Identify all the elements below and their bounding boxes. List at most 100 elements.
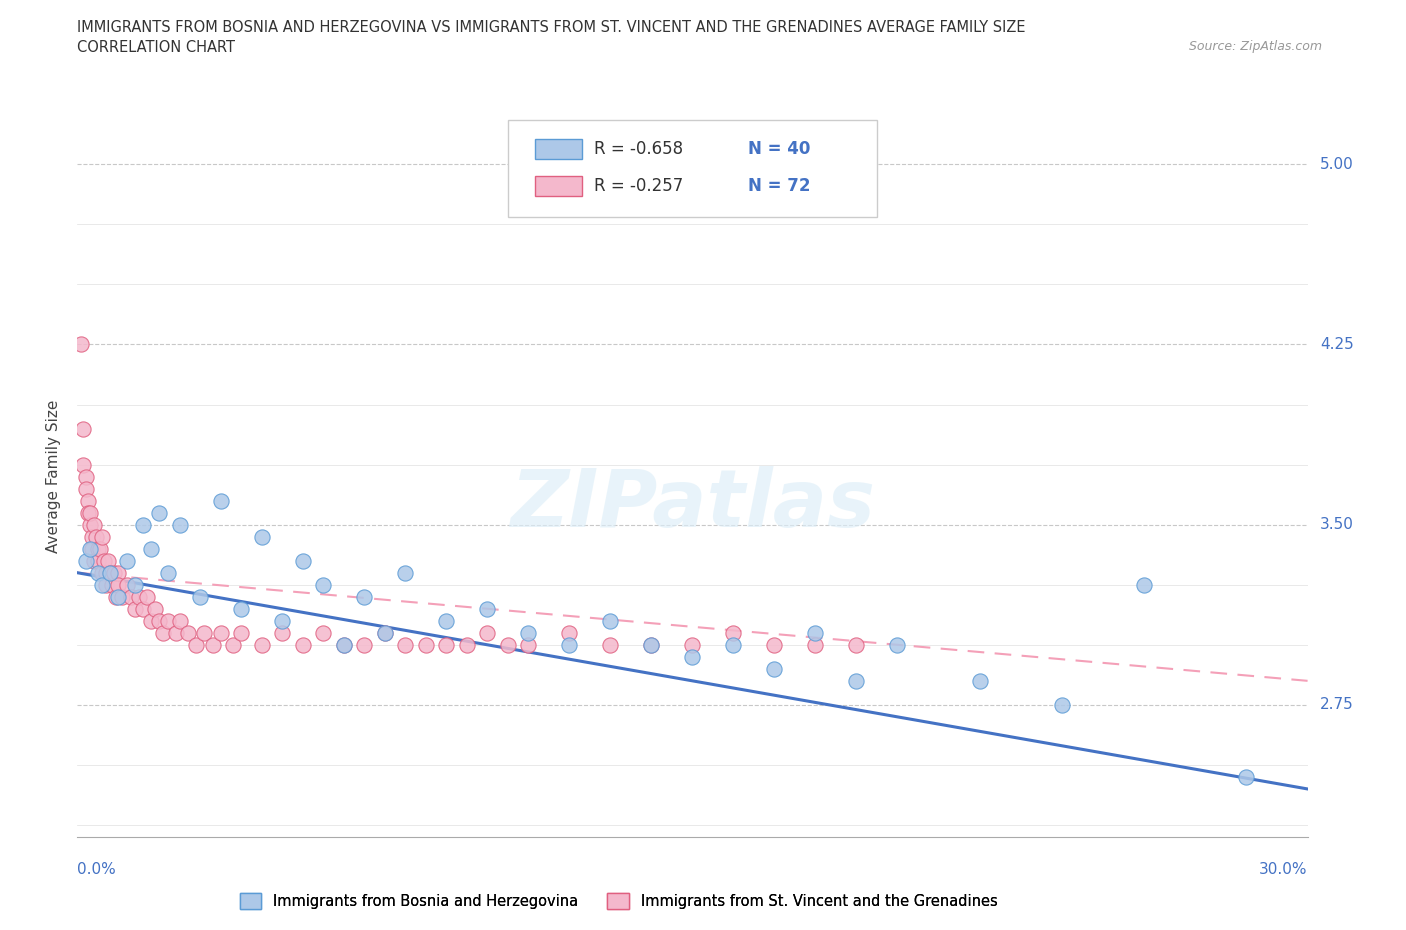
Point (156, 565, 179, 580)
Legend: Immigrants from Bosnia and Herzegovina, Immigrants from St. Vincent and the Gren: Immigrants from Bosnia and Herzegovina, … (239, 893, 998, 909)
Point (312, 578, 335, 592)
Point (84, 529, 107, 544)
Point (477, 625, 499, 640)
Point (107, 590, 129, 604)
Point (89, 541, 111, 556)
Point (333, 637, 356, 652)
Text: IMMIGRANTS FROM BOSNIA AND HERZEGOVINA VS IMMIGRANTS FROM ST. VINCENT AND THE GR: IMMIGRANTS FROM BOSNIA AND HERZEGOVINA V… (77, 20, 1026, 35)
Point (120, 590, 142, 604)
Text: R = -0.658: R = -0.658 (595, 140, 683, 158)
Text: N = 40: N = 40 (748, 140, 810, 158)
Text: R = -0.257: R = -0.257 (595, 177, 683, 195)
Point (148, 505, 170, 520)
Point (456, 637, 478, 652)
Point (599, 614, 621, 629)
Text: ZIPatlas: ZIPatlas (510, 467, 875, 544)
Point (353, 590, 375, 604)
Point (87, 553, 110, 568)
Point (83, 553, 105, 568)
Point (312, 625, 335, 640)
Point (682, 637, 704, 652)
Point (201, 637, 224, 652)
Point (141, 541, 163, 556)
Point (845, 637, 868, 652)
Point (128, 590, 150, 604)
Point (93, 553, 115, 568)
Point (496, 637, 519, 652)
Text: 0.0%: 0.0% (77, 862, 117, 877)
Point (124, 602, 146, 617)
Point (75, 481, 97, 496)
Point (83, 517, 105, 532)
Point (124, 578, 146, 592)
Point (107, 578, 129, 592)
Point (90, 578, 114, 592)
Point (156, 614, 179, 629)
Point (374, 625, 396, 640)
Point (98, 565, 121, 580)
Text: 5.00: 5.00 (1320, 157, 1354, 172)
Point (72, 421, 94, 436)
Text: CORRELATION CHART: CORRELATION CHART (77, 40, 235, 55)
Point (165, 625, 187, 640)
Point (222, 637, 245, 652)
Point (115, 578, 138, 592)
Point (141, 614, 163, 629)
Point (804, 637, 827, 652)
Point (188, 590, 212, 604)
Point (80, 529, 103, 544)
Point (682, 649, 704, 664)
Point (394, 565, 416, 580)
Point (70, 337, 93, 352)
Point (250, 637, 273, 652)
Point (1132, 578, 1154, 592)
Point (1234, 769, 1257, 784)
Point (640, 637, 662, 652)
Text: 30.0%: 30.0% (1260, 862, 1308, 877)
Point (75, 553, 97, 568)
Point (105, 590, 128, 604)
Point (193, 625, 215, 640)
Point (415, 637, 437, 652)
Point (1050, 698, 1073, 712)
Point (94, 565, 117, 580)
Point (845, 673, 868, 688)
Point (231, 625, 253, 640)
Point (763, 661, 786, 676)
Point (169, 614, 191, 629)
Point (436, 614, 458, 629)
FancyBboxPatch shape (536, 139, 582, 159)
Point (87, 565, 110, 580)
Point (886, 637, 908, 652)
Point (291, 637, 314, 652)
Point (231, 602, 253, 617)
Point (76, 493, 98, 508)
Point (90, 565, 114, 580)
Point (804, 625, 827, 640)
Point (87, 541, 110, 556)
Point (558, 625, 581, 640)
Point (517, 625, 540, 640)
Point (107, 565, 129, 580)
Point (477, 602, 499, 617)
Point (79, 517, 101, 532)
Point (103, 565, 125, 580)
Point (76, 505, 98, 520)
Point (148, 614, 170, 629)
Point (374, 625, 396, 640)
Point (72, 458, 94, 472)
Point (111, 590, 134, 604)
FancyBboxPatch shape (536, 176, 582, 196)
Y-axis label: Average Family Size: Average Family Size (46, 400, 62, 553)
Point (723, 625, 745, 640)
Point (169, 517, 191, 532)
Point (132, 602, 155, 617)
Point (209, 625, 232, 640)
Point (132, 517, 155, 532)
Point (558, 637, 581, 652)
Point (640, 637, 662, 652)
Point (101, 578, 124, 592)
Text: Source: ZipAtlas.com: Source: ZipAtlas.com (1188, 40, 1322, 53)
Point (97, 553, 120, 568)
Point (250, 529, 273, 544)
